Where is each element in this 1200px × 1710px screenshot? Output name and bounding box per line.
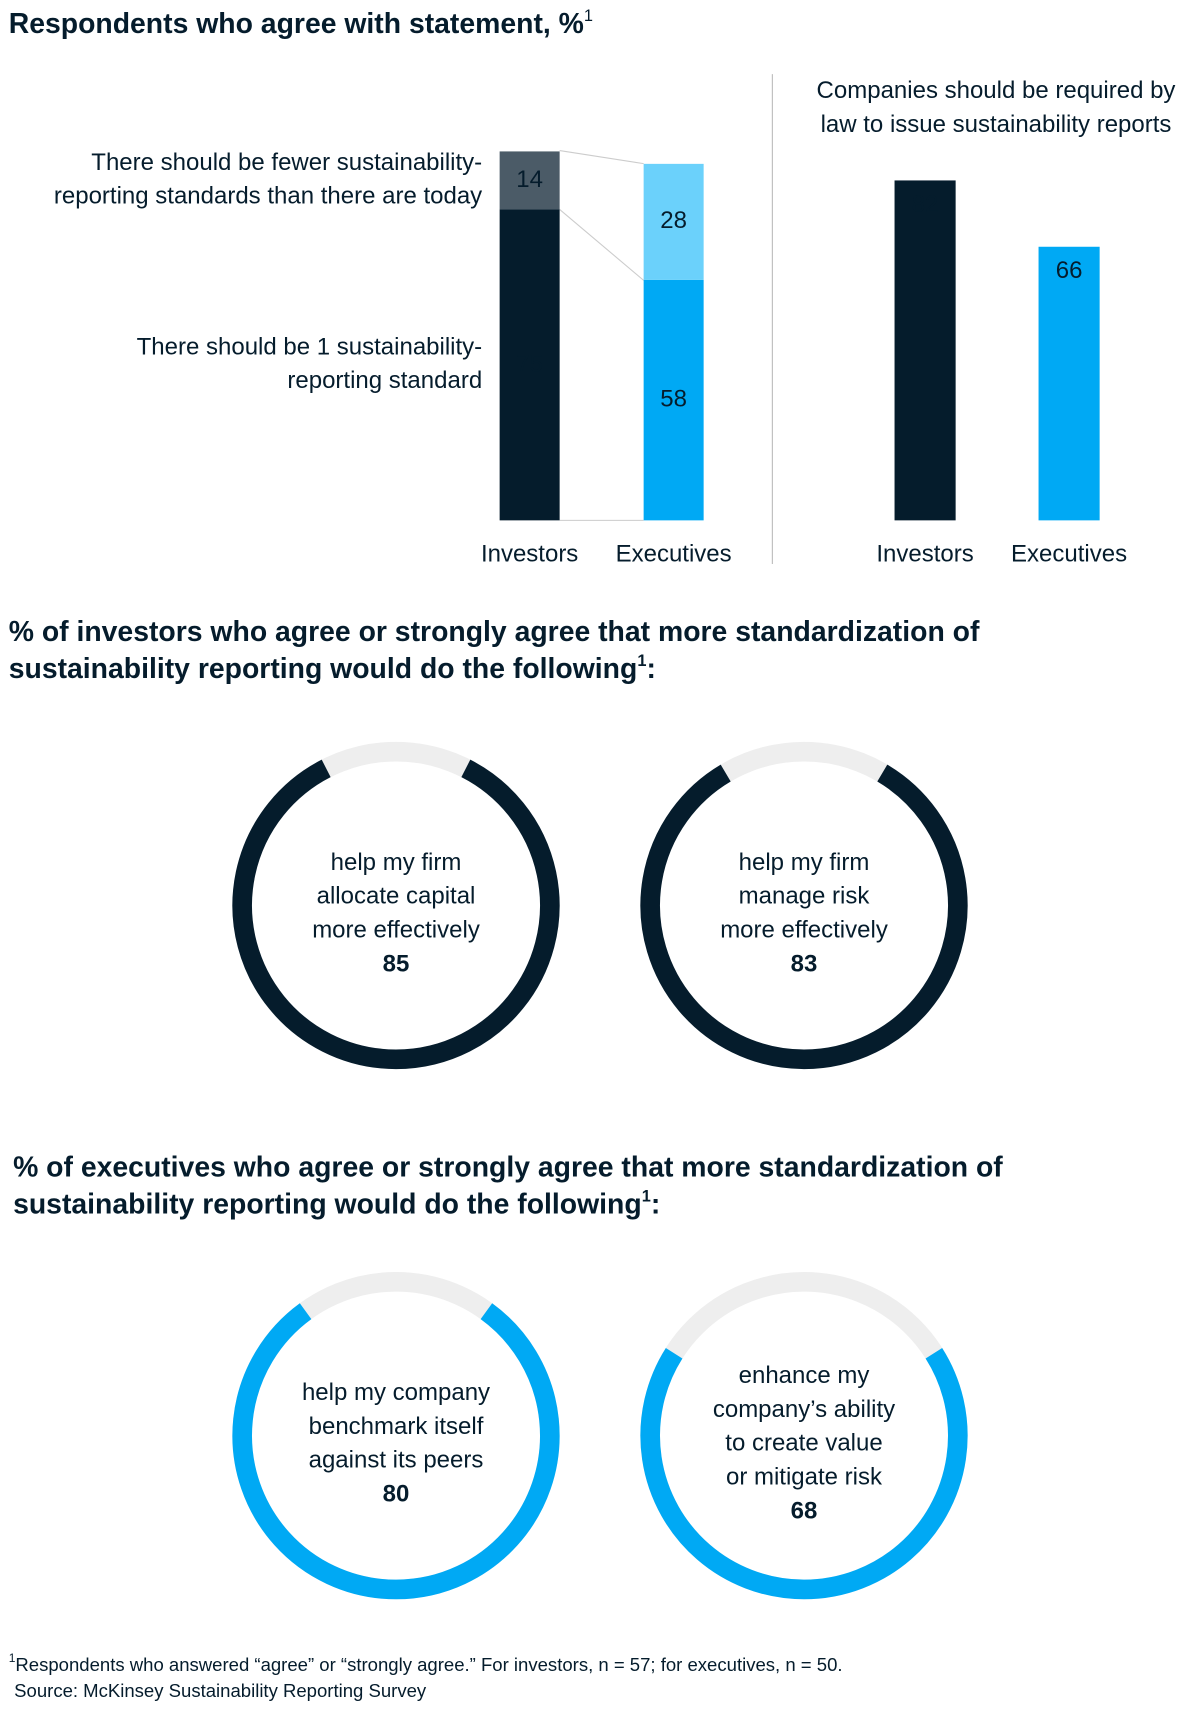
title-text: % of investors who agree or strongly agr… — [9, 616, 980, 648]
footnote: 1Respondents who answered “agree” or “st… — [9, 1651, 843, 1675]
bar-segment — [643, 163, 704, 280]
donut-arc — [232, 1303, 560, 1600]
chart-title: law to issue sustainability reports — [821, 111, 1172, 138]
x-tick-label: Executives — [616, 541, 732, 568]
title-note: 1 — [637, 652, 646, 670]
value-label: 68 — [791, 1497, 818, 1524]
value-label: 58 — [660, 385, 687, 412]
section-title: % of executives who agree or strongly ag… — [13, 1152, 1003, 1184]
source: Source: McKinsey Sustainability Reportin… — [14, 1680, 427, 1701]
donut-arc — [232, 759, 560, 1070]
donut-label: help my firm — [739, 849, 870, 876]
bar — [894, 180, 956, 521]
title-text: sustainability reporting would do the fo… — [13, 1189, 642, 1221]
x-tick-label: Investors — [876, 541, 973, 568]
value-label: 85 — [383, 950, 410, 977]
footnote-text: Respondents who answered “agree” or “str… — [15, 1654, 842, 1675]
section-title: sustainability reporting would do the fo… — [9, 652, 656, 685]
series-label: reporting standard — [287, 367, 482, 394]
value-label: 28 — [660, 207, 687, 234]
chart-title: Companies should be required by — [817, 77, 1176, 104]
value-label: 75 — [516, 350, 543, 377]
donut-label: benchmark itself — [309, 1413, 484, 1440]
title-note: 1 — [642, 1188, 651, 1206]
donut-arc — [640, 764, 968, 1070]
donut-label: or mitigate risk — [726, 1464, 883, 1491]
donut-label: more effectively — [720, 916, 888, 943]
title-end: : — [651, 1189, 660, 1221]
donut-label: allocate capital — [317, 883, 476, 910]
donut-label: company’s ability — [713, 1396, 895, 1423]
bar — [1038, 246, 1100, 521]
footnote-marker: 1 — [9, 1651, 16, 1665]
bar-segment — [499, 151, 560, 210]
donut-arc — [640, 1347, 968, 1600]
donut-label: against its peers — [309, 1447, 484, 1474]
value-label: 82 — [912, 191, 939, 218]
series-label: reporting standards than there are today — [54, 183, 482, 210]
title-note: 1 — [584, 8, 593, 26]
value-label: 66 — [1056, 257, 1083, 284]
donut-label: more effectively — [312, 916, 480, 943]
value-label: 83 — [791, 950, 818, 977]
page-title: Respondents who agree with statement, %1 — [9, 8, 593, 41]
connector — [559, 150, 644, 165]
value-label: 14 — [516, 166, 543, 193]
title-text: Respondents who agree with statement, % — [9, 9, 584, 41]
section-title: sustainability reporting would do the fo… — [13, 1188, 660, 1221]
x-tick-label: Investors — [481, 541, 578, 568]
donut-label: to create value — [725, 1430, 882, 1457]
series-label: There should be 1 sustainability- — [137, 333, 483, 360]
bar-segment — [499, 209, 560, 521]
donut-label: help my firm — [331, 849, 462, 876]
value-label: 80 — [383, 1480, 410, 1507]
donut-label: manage risk — [739, 883, 871, 910]
series-label: There should be fewer sustainability- — [91, 149, 482, 176]
title-end: : — [646, 653, 655, 685]
connector — [559, 209, 644, 281]
x-tick-label: Executives — [1011, 541, 1127, 568]
section-title: % of investors who agree or strongly agr… — [9, 616, 980, 648]
title-text: % of executives who agree or strongly ag… — [13, 1152, 1003, 1184]
donut-label: help my company — [302, 1379, 490, 1406]
title-text: sustainability reporting would do the fo… — [9, 653, 638, 685]
donut-label: enhance my — [739, 1362, 870, 1389]
bar-segment — [643, 279, 704, 521]
